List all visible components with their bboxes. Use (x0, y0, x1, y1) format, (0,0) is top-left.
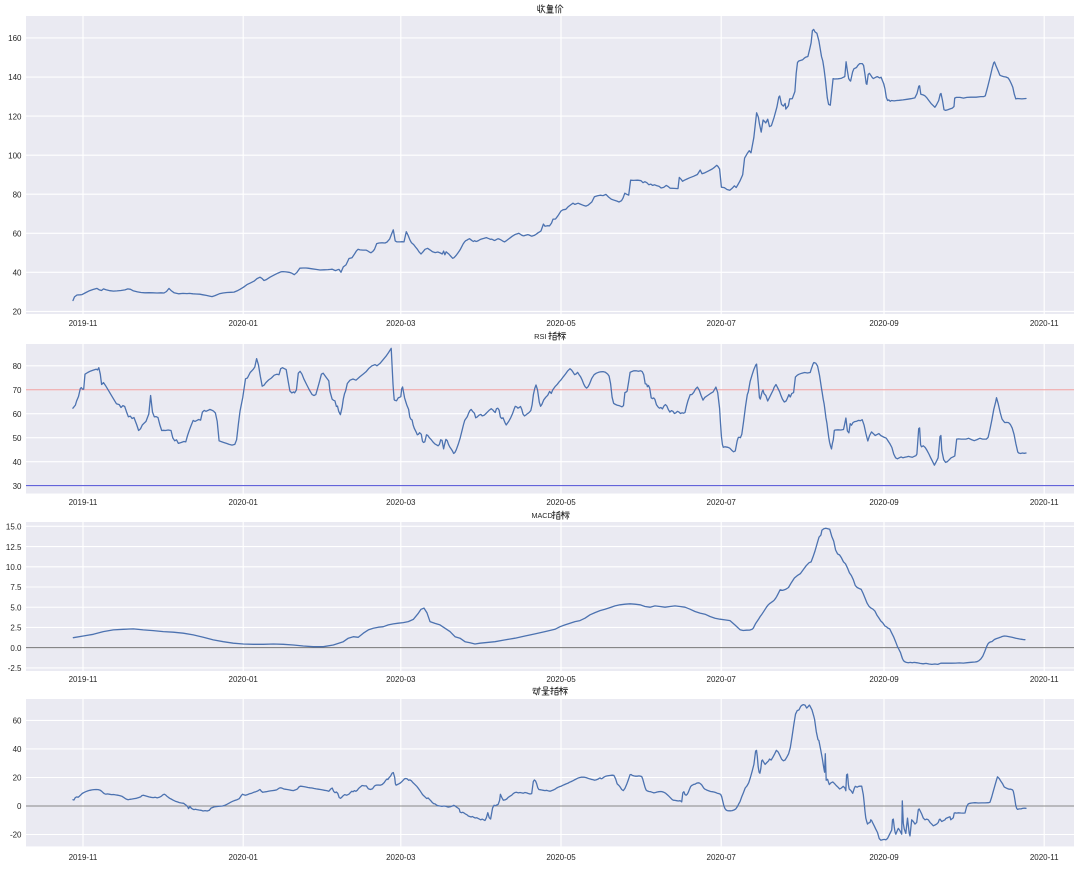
svg-text:7.5: 7.5 (10, 583, 22, 592)
svg-text:160: 160 (8, 34, 22, 43)
svg-text:2020-07: 2020-07 (707, 498, 737, 507)
svg-text:2019-11: 2019-11 (69, 498, 98, 507)
svg-text:2020-03: 2020-03 (386, 319, 416, 328)
svg-text:2020-09: 2020-09 (869, 319, 899, 328)
svg-text:40: 40 (13, 745, 22, 754)
svg-text:2020-01: 2020-01 (229, 319, 259, 328)
svg-text:5.0: 5.0 (10, 603, 22, 612)
svg-text:140: 140 (8, 73, 22, 82)
svg-text:2020-03: 2020-03 (386, 498, 416, 507)
svg-text:2020-11: 2020-11 (1030, 498, 1059, 507)
svg-text:60: 60 (13, 230, 22, 239)
svg-text:2020-07: 2020-07 (707, 319, 737, 328)
svg-text:10.0: 10.0 (6, 563, 22, 572)
svg-text:2020-05: 2020-05 (546, 498, 576, 507)
svg-text:MACD: MACD (532, 511, 553, 520)
svg-text:2019-11: 2019-11 (69, 853, 98, 862)
svg-text:2020-11: 2020-11 (1030, 675, 1059, 684)
svg-text:2.5: 2.5 (10, 624, 22, 633)
svg-text:2020-09: 2020-09 (869, 853, 899, 862)
svg-text:40: 40 (13, 458, 22, 467)
svg-text:-20: -20 (10, 831, 22, 840)
svg-text:2020-11: 2020-11 (1030, 853, 1059, 862)
svg-text:0.0: 0.0 (10, 644, 22, 653)
svg-text:2020-07: 2020-07 (707, 675, 737, 684)
svg-text:2020-05: 2020-05 (546, 853, 576, 862)
svg-text:2020-01: 2020-01 (229, 675, 259, 684)
svg-text:2020-11: 2020-11 (1030, 319, 1059, 328)
svg-text:100: 100 (8, 151, 22, 160)
svg-text:30: 30 (13, 482, 22, 491)
svg-text:12.5: 12.5 (6, 543, 22, 552)
svg-text:2019-11: 2019-11 (69, 319, 98, 328)
svg-text:2020-03: 2020-03 (386, 675, 416, 684)
svg-text:-2.5: -2.5 (8, 664, 22, 673)
svg-text:2020-01: 2020-01 (229, 853, 259, 862)
svg-text:70: 70 (13, 386, 22, 395)
svg-text:RSI: RSI (534, 332, 547, 341)
svg-text:80: 80 (13, 190, 22, 199)
svg-text:2020-09: 2020-09 (869, 675, 899, 684)
svg-text:50: 50 (13, 434, 22, 443)
svg-text:2020-05: 2020-05 (546, 675, 576, 684)
svg-text:15.0: 15.0 (6, 523, 22, 532)
svg-text:80: 80 (13, 362, 22, 371)
svg-text:20: 20 (13, 308, 22, 317)
svg-text:2020-05: 2020-05 (546, 319, 576, 328)
svg-text:2020-01: 2020-01 (229, 498, 259, 507)
svg-text:40: 40 (13, 269, 22, 278)
svg-text:120: 120 (8, 112, 22, 121)
svg-text:2020-09: 2020-09 (869, 498, 899, 507)
svg-text:2020-07: 2020-07 (707, 853, 737, 862)
svg-text:0: 0 (17, 802, 22, 811)
svg-text:60: 60 (13, 717, 22, 726)
svg-text:2020-03: 2020-03 (386, 853, 416, 862)
svg-text:60: 60 (13, 410, 22, 419)
svg-text:2019-11: 2019-11 (69, 675, 98, 684)
svg-text:20: 20 (13, 774, 22, 783)
